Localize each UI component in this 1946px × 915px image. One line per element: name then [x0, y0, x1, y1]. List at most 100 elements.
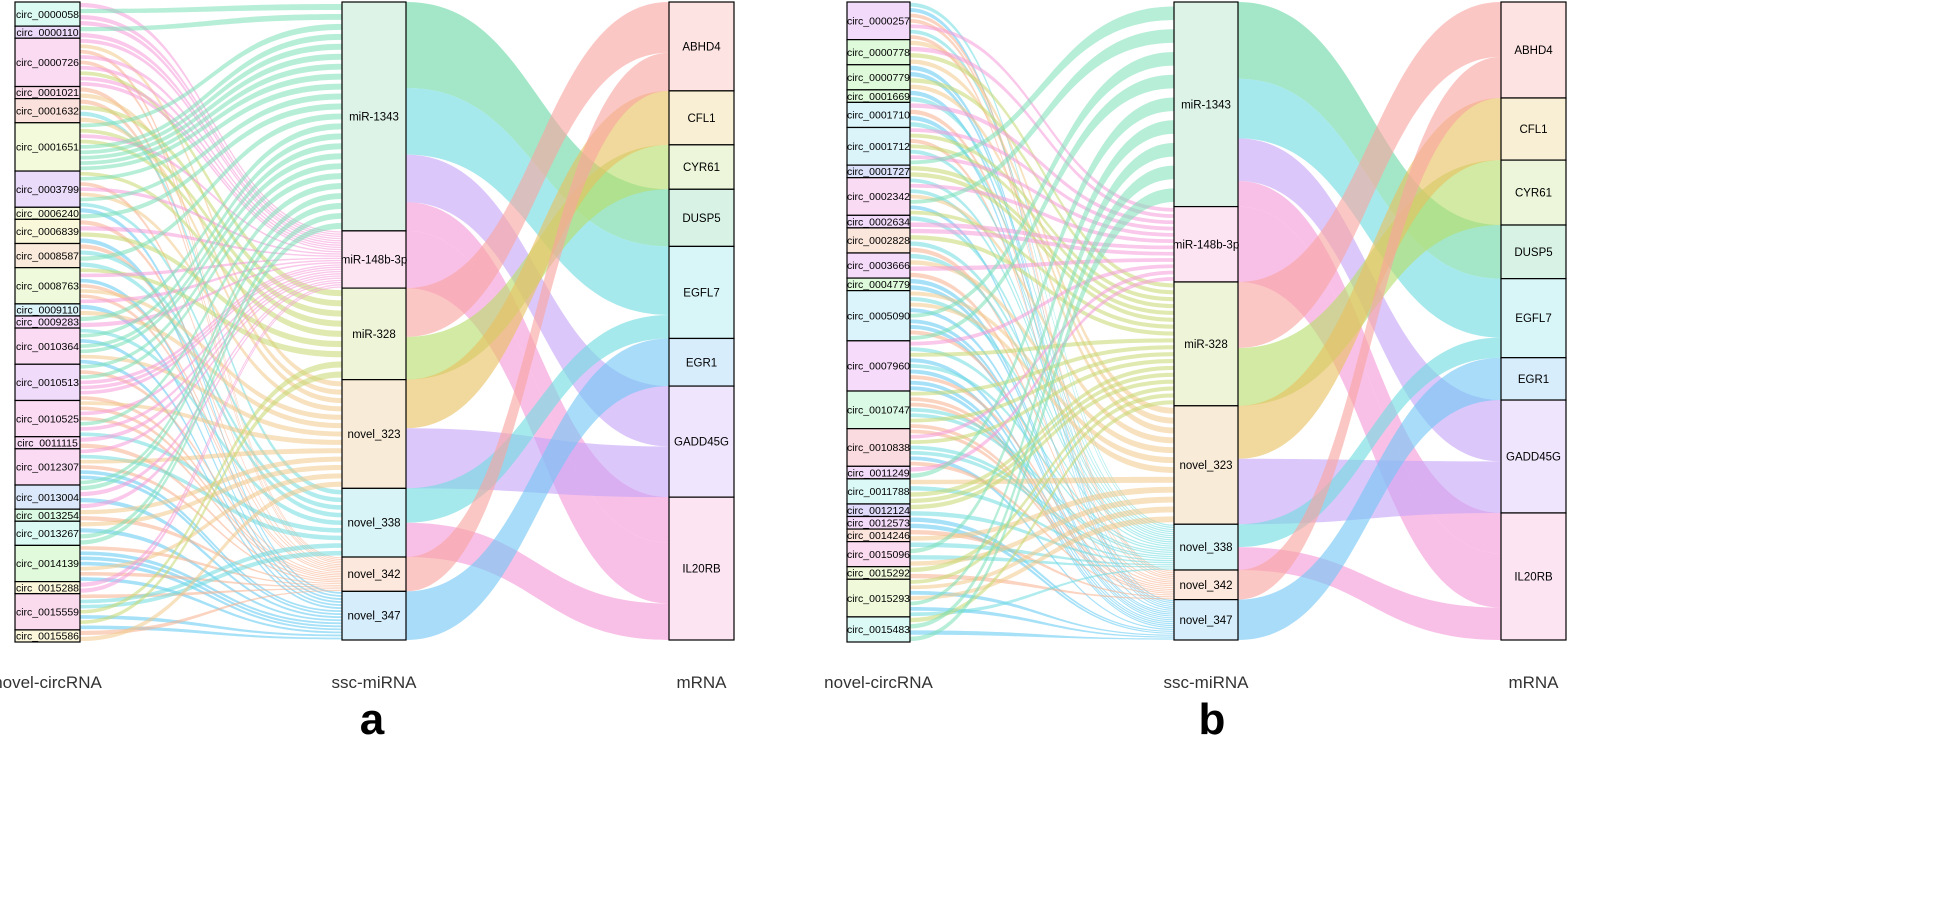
flow-circ-0015292-to-mir-328: [910, 386, 1174, 573]
circrna-column: circ_0000058 circ_0000110 circ_0000726circ…: [14, 1, 81, 643]
mrna-label: DUSP5: [682, 213, 720, 225]
flow-circ-0010525-to-novel-323: [80, 401, 342, 445]
circrna-box-circ-0000726: [14, 37, 81, 88]
flow-circ-0010364-to-mir-1343: [80, 153, 342, 354]
mrna-label: DUSP5: [1514, 247, 1552, 259]
flow-circ-0015096-to-mir-1343: [910, 120, 1174, 554]
flow-circ-0002828-to-novel-338: [910, 241, 1174, 543]
flow-circ-0002342-to-mir-328: [910, 210, 1174, 329]
circrna-node-circ-0008587: circ_0008587: [14, 242, 81, 269]
circrna-column: circ_0000257 circ_0000778 circ_0000779circ…: [846, 1, 911, 643]
circrna-node-circ-0015293: circ_0015293: [846, 578, 911, 618]
mirna-node-novel-323: novel_323: [1173, 405, 1239, 525]
flow-circ-0015483-to-mir-328: [910, 400, 1174, 623]
flow-circ-0001710-to-novel-338: [910, 122, 1174, 533]
circrna-box-circ-0001710: [846, 101, 911, 129]
circrna-node-circ-0002342: circ_0002342: [846, 177, 911, 216]
flow-circ-0006240-to-novel-347: [80, 208, 342, 594]
flow-circ-0001632-to-novel-323: [80, 117, 342, 404]
mrna-box-dusp5: [1500, 224, 1567, 280]
flow-circ-0015293-to-novel-347: [910, 606, 1174, 638]
flow-circ-0010513-to-mir-1343: [80, 163, 342, 369]
flow-circ-0013267-to-mir-1343: [80, 212, 342, 539]
flow-circ-0012124-to-novel-338: [910, 511, 1174, 564]
mrna-label: CFL1: [1519, 124, 1547, 136]
flow-circ-0005090-to-novel-338: [910, 297, 1174, 547]
flow-circ-0000058-to-mir-148b-3p: [80, 2, 342, 233]
flow-circ-0011115-to-mir-148b-3p: [80, 275, 342, 442]
flow-circ-0000110-to-mir-1343: [80, 13, 342, 32]
mrna-label: ABHD4: [682, 41, 721, 53]
mrna-label: IL20RB: [1514, 572, 1553, 584]
circrna-node-circ-0001712: circ_0001712: [846, 126, 911, 166]
flow-circ-0002828-to-mir-328: [910, 235, 1174, 336]
flow-circ-0001651-to-mir-1343: [80, 63, 342, 165]
circrna-label: circ_0004779: [847, 279, 910, 291]
circrna-box-circ-0005090: [846, 290, 911, 342]
flow-circ-0010525-to-mir-1343: [80, 183, 342, 426]
flow-circ-0000257-to-novel-338: [910, 29, 1174, 528]
mrna-node-il20rb: IL20RB: [1500, 512, 1567, 641]
circrna-box-circ-0013004: [14, 484, 81, 510]
mirna-box-novel-342: [1173, 569, 1239, 601]
flow-circ-0010747-to-novel-342: [910, 402, 1174, 590]
mirna-node-mir-328: miR-328: [341, 287, 407, 381]
circrna-box-circ-0015559: [14, 593, 81, 631]
circrna-label: circ_0000110: [16, 27, 78, 39]
mirna-mrna-flows: [406, 2, 669, 640]
circrna-node-circ-0001710: circ_0001710: [846, 101, 911, 129]
flow-circ-0010838-to-novel-338: [910, 450, 1174, 560]
flow-circ-0001632-to-mir-328: [80, 105, 342, 307]
circrna-node-circ-0000058: circ_0000058: [14, 1, 81, 27]
circrna-box-circ-0014139: [14, 544, 81, 583]
circrna-label: circ_0012124: [847, 505, 910, 517]
circrna-node-circ-0008763: circ_0008763: [14, 267, 81, 305]
circrna-node-circ-0012307: circ_0012307: [14, 448, 81, 486]
circrna-box-circ-0010838: [846, 428, 911, 467]
panel-b: circ_0000257 circ_0000778 circ_0000779circ…: [824, 1, 1567, 744]
flow-circ-0000778-to-mir-328: [910, 53, 1174, 288]
circrna-node-circ-0010364: circ_0010364: [14, 327, 81, 365]
circrna-node-circ-0015292: circ_0015292: [846, 566, 911, 580]
flow-circ-0002342-to-mir-1343: [910, 29, 1174, 204]
flow-circ-0008763-to-novel-323: [80, 289, 342, 420]
novel-circrna-axis-title: novel-circRNA: [0, 673, 102, 692]
circrna-label: circ_0013267: [16, 528, 79, 540]
flow-mir-328-to-abhd4: [1238, 2, 1501, 349]
circrna-node-circ-0010513: circ_0010513: [14, 363, 81, 402]
flow-circ-0014139-to-novel-323: [80, 473, 342, 571]
circrna-label: circ_0001632: [16, 105, 79, 117]
circrna-label: circ_0001021: [16, 87, 79, 99]
circrna-label: circ_0010838: [847, 442, 910, 454]
circrna-label: circ_0002828: [847, 235, 910, 247]
flow-circ-0005090-to-mir-1343: [910, 74, 1174, 340]
circrna-label: circ_0013254: [16, 510, 79, 522]
flow-novel-338-to-il20rb: [1238, 547, 1501, 640]
mrna-box-cfl1: [1500, 97, 1567, 161]
flow-circ-0002342-to-novel-347: [910, 205, 1174, 611]
mirna-label: miR-148b-3p: [341, 255, 407, 267]
flow-circ-0015586-to-novel-342: [80, 589, 342, 636]
circrna-label: circ_0014246: [847, 530, 910, 542]
circrna-box-circ-0011788: [846, 478, 911, 505]
mirna-label: miR-1343: [349, 111, 399, 123]
flow-circ-0006839-to-mir-328: [80, 232, 342, 348]
flow-circ-0010364-to-mir-1343: [80, 133, 342, 338]
circrna-box-circ-0006839: [14, 218, 81, 245]
mirna-label: novel_342: [1179, 580, 1232, 592]
circrna-box-circ-0000778: [846, 39, 911, 66]
flow-circ-0010838-to-novel-347: [910, 456, 1174, 631]
circrna-mirna-flows: [910, 2, 1174, 642]
circrna-label: circ_0007960: [847, 361, 910, 373]
flow-circ-0008587-to-novel-342: [80, 244, 342, 569]
mirna-box-novel-323: [1173, 405, 1239, 525]
circrna-label: circ_0012307: [16, 462, 79, 474]
flow-circ-0014246-to-novel-342: [910, 530, 1174, 598]
flow-circ-0010513-to-mir-1343: [80, 173, 342, 380]
flow-circ-0000058-to-mir-1343: [80, 3, 342, 14]
mirna-node-novel-338: novel_338: [1173, 523, 1239, 571]
flow-circ-0000110-to-mir-148b-3p: [80, 33, 342, 240]
mrna-box-egr1: [668, 337, 735, 387]
flow-circ-0005090-to-novel-347: [910, 319, 1174, 619]
